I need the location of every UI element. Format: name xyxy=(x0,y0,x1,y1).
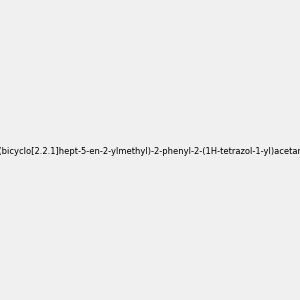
Text: N-(bicyclo[2.2.1]hept-5-en-2-ylmethyl)-2-phenyl-2-(1H-tetrazol-1-yl)acetamide: N-(bicyclo[2.2.1]hept-5-en-2-ylmethyl)-2… xyxy=(0,147,300,156)
